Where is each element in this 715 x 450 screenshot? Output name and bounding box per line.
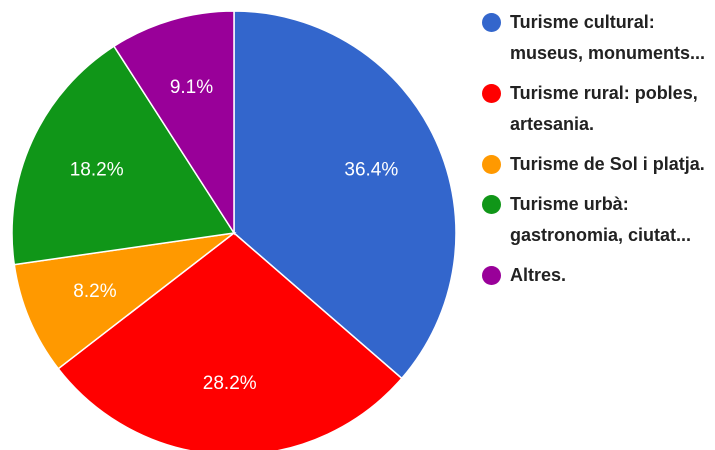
legend-marker	[482, 13, 501, 32]
legend-marker	[482, 266, 501, 285]
slice-label: 28.2%	[203, 373, 257, 394]
pie-slice	[13, 231, 237, 370]
pie-slice	[57, 232, 403, 450]
pie-slice	[112, 10, 235, 236]
legend-label: Turisme cultural: museus, monuments...	[510, 12, 706, 63]
legend-item: Turisme cultural: museus, monuments...	[480, 7, 712, 69]
slice-label: 8.2%	[73, 281, 116, 302]
legend-label: Altres.	[510, 265, 567, 285]
legend-marker	[482, 84, 501, 103]
legend-item: Altres.	[480, 260, 712, 291]
legend-label: Turisme de Sol i platja.	[510, 154, 705, 174]
pie-slice	[233, 10, 457, 380]
pie-area: 36.4% 28.2% 8.2% 18.2% 9.1%	[11, 10, 457, 450]
legend-item: Turisme urbà: gastronomia, ciutat...	[480, 189, 712, 251]
legend-label: Turisme urbà: gastronomia, ciutat...	[510, 194, 692, 245]
slice-label: 9.1%	[170, 77, 213, 98]
slice-label: 36.4%	[344, 159, 398, 180]
legend-item: Turisme rural: pobles, artesania.	[480, 78, 712, 140]
slice-label: 18.2%	[70, 159, 124, 180]
legend: Turisme cultural: museus, monuments... Tu…	[480, 7, 712, 291]
pie-slice	[11, 45, 236, 266]
legend-marker	[482, 155, 501, 174]
legend-label: Turisme rural: pobles, artesania.	[510, 83, 698, 134]
legend-marker	[482, 195, 501, 214]
legend-item: Turisme de Sol i platja.	[480, 149, 712, 180]
